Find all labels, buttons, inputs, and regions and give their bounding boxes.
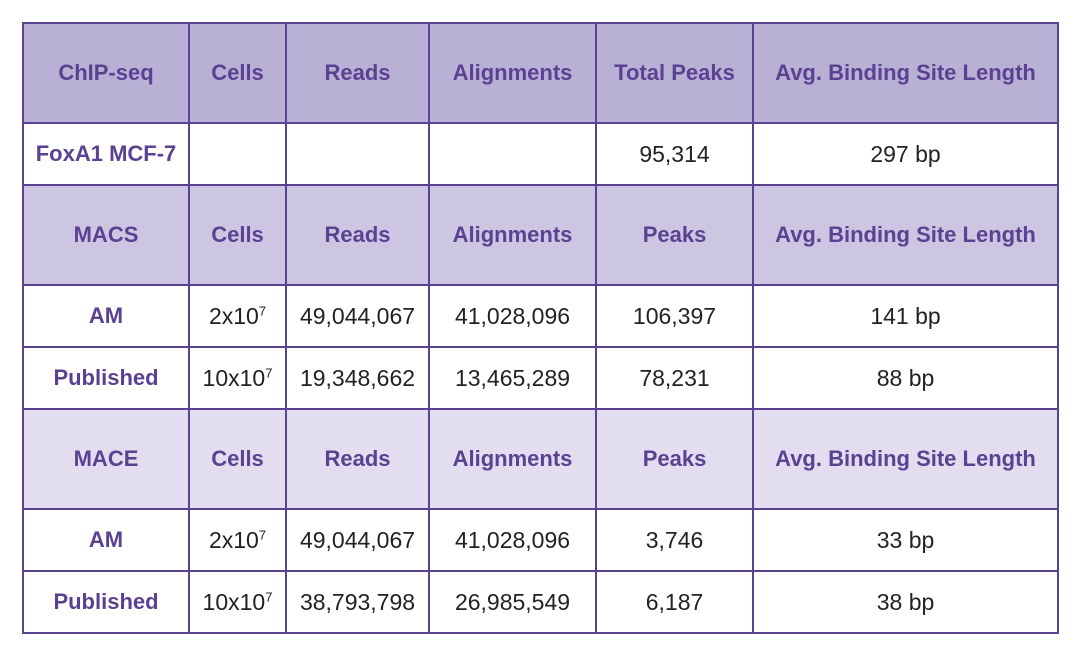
- data-row: Published 10x107 19,348,662 13,465,289 78,23…: [22, 346, 1059, 410]
- header-cell: Reads: [285, 408, 430, 510]
- data-row: Published 10x107 38,793,798 26,985,549 6,187…: [22, 570, 1059, 634]
- header-cell: Avg. Binding Site Length: [752, 408, 1059, 510]
- cell-text: 2x10: [208, 302, 259, 329]
- data-cell: 13,465,289: [428, 346, 597, 410]
- results-table: ChIP-seq Cells Reads Alignments Total Peaks A…: [22, 22, 1059, 634]
- header-cell: Avg. Binding Site Length: [752, 22, 1059, 124]
- row-label: AM: [22, 284, 190, 348]
- header-cell: ChIP-seq: [22, 22, 190, 124]
- data-cell: 41,028,096: [428, 508, 597, 572]
- data-cell: [428, 122, 597, 186]
- data-cell: 10x107: [188, 346, 287, 410]
- row-label: FoxA1 MCF-7: [22, 122, 190, 186]
- header-cell: Reads: [285, 184, 430, 286]
- row-label: Published: [22, 570, 190, 634]
- exponent: 7: [265, 588, 273, 604]
- data-row: AM 2x107 49,044,067 41,028,096 106,397 141 bp: [22, 284, 1059, 348]
- exponent: 7: [258, 302, 267, 318]
- data-cell: 38,793,798: [285, 570, 430, 634]
- data-row: AM 2x107 49,044,067 41,028,096 3,746 33 bp: [22, 508, 1059, 572]
- cell-text: 10x10: [202, 588, 266, 615]
- data-cell: 141 bp: [752, 284, 1059, 348]
- data-cell: [285, 122, 430, 186]
- data-cell: 26,985,549: [428, 570, 597, 634]
- header-cell: Peaks: [595, 408, 754, 510]
- header-row: MACS Cells Reads Alignments Peaks Avg. Bindin…: [22, 184, 1059, 286]
- data-cell: 38 bp: [752, 570, 1059, 634]
- data-cell: 10x107: [188, 570, 287, 634]
- header-cell: Reads: [285, 22, 430, 124]
- row-label: Published: [22, 346, 190, 410]
- header-row: ChIP-seq Cells Reads Alignments Total Peaks A…: [22, 22, 1059, 124]
- header-cell: Avg. Binding Site Length: [752, 184, 1059, 286]
- data-cell: [188, 122, 287, 186]
- header-cell: Alignments: [428, 184, 597, 286]
- header-cell: Alignments: [428, 408, 597, 510]
- cell-text: 2x10: [208, 526, 259, 553]
- table-body: ChIP-seq Cells Reads Alignments Total Peaks A…: [22, 22, 1059, 634]
- data-cell: 49,044,067: [285, 508, 430, 572]
- data-cell: 78,231: [595, 346, 754, 410]
- data-cell: 19,348,662: [285, 346, 430, 410]
- data-cell: 49,044,067: [285, 284, 430, 348]
- header-cell: Peaks: [595, 184, 754, 286]
- header-cell: MACE: [22, 408, 190, 510]
- header-cell: Cells: [188, 184, 287, 286]
- data-cell: 2x107: [188, 284, 287, 348]
- cell-text: 10x10: [202, 364, 266, 391]
- header-row: MACE Cells Reads Alignments Peaks Avg. Bindin…: [22, 408, 1059, 510]
- data-cell: 2x107: [188, 508, 287, 572]
- data-cell: 95,314: [595, 122, 754, 186]
- data-cell: 297 bp: [752, 122, 1059, 186]
- header-cell: Total Peaks: [595, 22, 754, 124]
- row-label: AM: [22, 508, 190, 572]
- exponent: 7: [265, 364, 273, 380]
- header-cell: Cells: [188, 408, 287, 510]
- data-cell: 41,028,096: [428, 284, 597, 348]
- data-cell: 6,187: [595, 570, 754, 634]
- header-cell: Alignments: [428, 22, 597, 124]
- data-cell: 33 bp: [752, 508, 1059, 572]
- data-cell: 106,397: [595, 284, 754, 348]
- exponent: 7: [258, 526, 267, 542]
- data-cell: 3,746: [595, 508, 754, 572]
- data-cell: 88 bp: [752, 346, 1059, 410]
- data-row: FoxA1 MCF-7 95,314 297 bp: [22, 122, 1059, 186]
- header-cell: MACS: [22, 184, 190, 286]
- header-cell: Cells: [188, 22, 287, 124]
